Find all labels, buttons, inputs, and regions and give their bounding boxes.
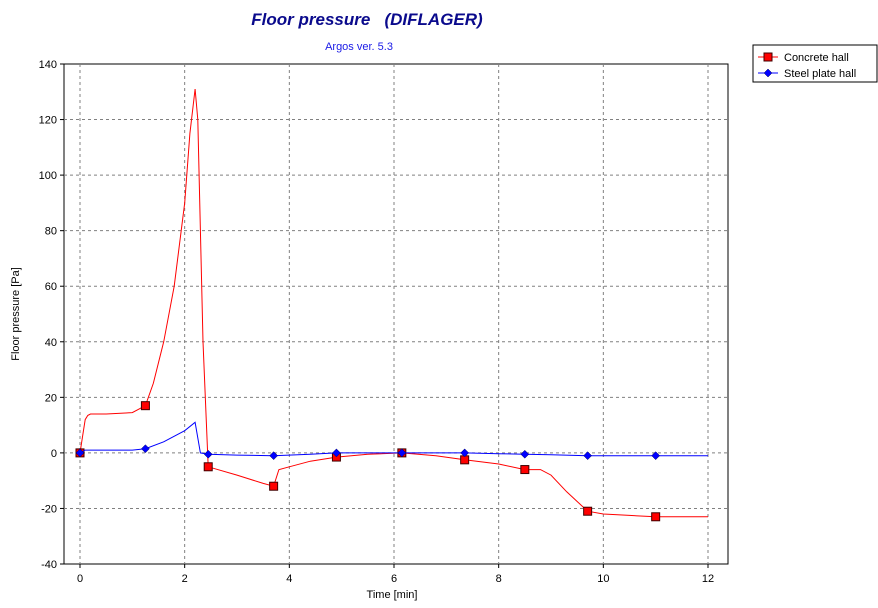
data-point	[140, 401, 150, 411]
legend-box	[752, 44, 878, 83]
data-point	[203, 449, 213, 459]
y-tick-label: 40	[45, 337, 57, 349]
data-point	[460, 448, 470, 458]
grid	[64, 64, 728, 564]
legend-label: Concrete hall	[784, 52, 849, 64]
y-axis: -40 -20 0 20 40 60 80 100 120 140	[39, 59, 64, 571]
x-axis-label: Time [min]	[367, 589, 418, 601]
data-point	[141, 444, 150, 454]
x-tick-label: 0	[77, 573, 83, 585]
x-tick-label: 6	[391, 573, 397, 585]
y-tick-label: -20	[41, 503, 57, 515]
x-tick-label: 8	[496, 573, 502, 585]
data-point	[583, 451, 592, 461]
y-tick-label: 80	[45, 226, 57, 238]
legend-label: Steel plate hall	[784, 68, 856, 80]
y-tick-label: 0	[51, 448, 57, 460]
y-tick-label: 140	[39, 59, 57, 71]
x-tick-label: 2	[182, 573, 188, 585]
data-point	[583, 506, 593, 516]
y-tick-label: 100	[39, 170, 57, 182]
x-axis: 0 2 4 6 8 10 12	[77, 564, 714, 585]
data-point	[269, 481, 279, 491]
series-1	[75, 421, 708, 461]
y-tick-label: 20	[45, 392, 57, 404]
chart-subtitle: Argos ver. 5.3	[325, 41, 393, 53]
y-tick-label: -40	[41, 559, 57, 571]
plot-area	[63, 63, 729, 565]
y-tick-label: 60	[45, 281, 57, 293]
data-point	[651, 512, 661, 522]
legend: Concrete hall Steel plate hall	[752, 44, 878, 83]
x-tick-label: 12	[702, 573, 714, 585]
data-point	[203, 462, 213, 472]
y-tick-label: 120	[39, 115, 57, 127]
legend-marker	[763, 68, 773, 78]
data-point	[332, 448, 341, 458]
series-layer	[75, 88, 708, 522]
data-point	[651, 451, 661, 461]
data-point	[397, 448, 407, 458]
data-point	[520, 449, 530, 459]
legend-marker	[763, 52, 773, 62]
data-point	[75, 448, 85, 458]
x-tick-label: 4	[286, 573, 292, 585]
data-point	[520, 465, 530, 475]
x-tick-label: 10	[597, 573, 609, 585]
y-axis-label: Floor pressure [Pa]	[10, 267, 22, 361]
data-point	[269, 451, 278, 461]
chart-title: Floor pressure (DIFLAGER)	[251, 10, 483, 29]
